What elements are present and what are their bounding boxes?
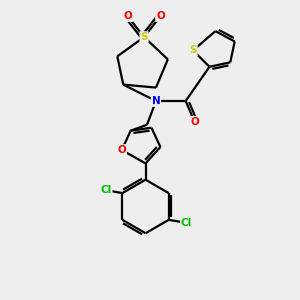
Text: S: S [189,45,197,56]
Text: O: O [190,117,199,127]
Text: Cl: Cl [181,218,192,228]
Text: O: O [156,11,165,21]
Text: O: O [117,145,126,155]
Text: O: O [123,11,132,21]
Text: Cl: Cl [100,185,112,195]
Text: S: S [140,32,148,42]
Text: N: N [152,96,160,106]
